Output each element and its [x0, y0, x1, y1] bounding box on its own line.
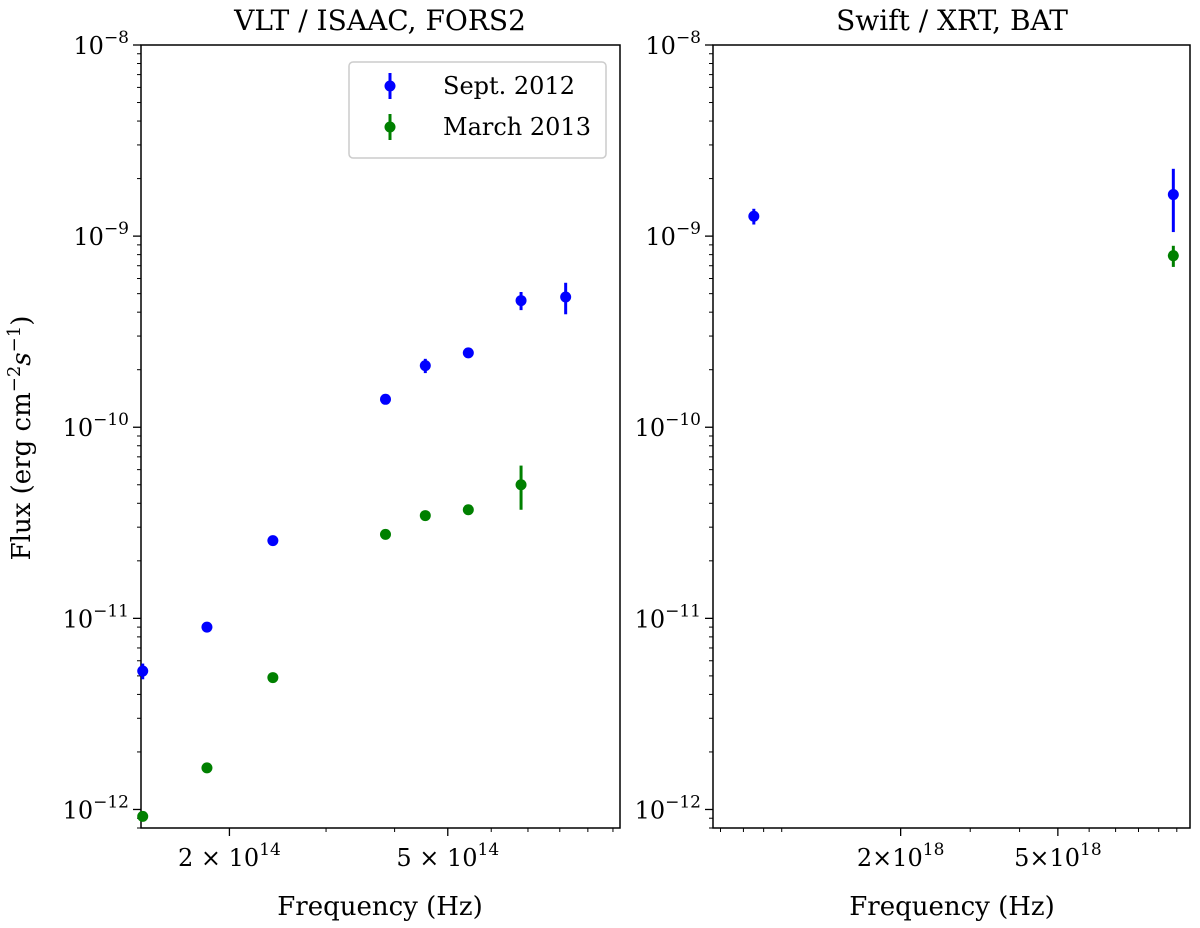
legend-entry-march-2013: March 2013: [384, 113, 591, 141]
data-point: [462, 504, 474, 516]
x-tick-label: 2×1018: [857, 840, 945, 872]
data-point: [560, 291, 572, 303]
data-points-swift: [748, 168, 1179, 267]
x-tick-mantissa: 2×10: [857, 844, 923, 872]
y-tick-base: 10: [63, 605, 94, 633]
data-point: [515, 479, 527, 491]
y-tick-label: 10−9: [73, 219, 129, 251]
y-tick-label: 10−11: [635, 601, 701, 633]
data-point: [1167, 189, 1179, 201]
chart-title-swift: Swift / XRT, BAT: [836, 4, 1068, 37]
y-tick-exponent: −9: [104, 219, 129, 239]
data-point: [137, 810, 149, 822]
panel-vlt: VLT / ISAAC, FORS2 10−810−910−1010−1110−…: [4, 4, 621, 922]
x-tick-mantissa: 5×10: [1014, 844, 1080, 872]
y-label-part-3: ): [7, 316, 37, 326]
y-tick-base: 10: [645, 223, 676, 251]
y-axis-label: Flux (erg cm−2s−1): [4, 316, 37, 561]
legend-box: [348, 61, 607, 159]
x-axis-ticks-swift: 2×1018 5×1018: [720, 828, 1178, 872]
y-tick-label: 10−8: [73, 28, 129, 60]
legend-marker: [384, 80, 396, 92]
y-tick-base: 10: [635, 414, 666, 442]
y-tick-exponent: −11: [665, 601, 701, 621]
series-march-2013: [137, 465, 527, 822]
y-tick-exponent: −8: [676, 28, 701, 48]
data-point: [419, 510, 431, 522]
y-tick-exponent: −8: [104, 28, 129, 48]
data-point: [515, 295, 527, 307]
data-point: [201, 762, 213, 774]
y-tick-base: 10: [645, 32, 676, 60]
y-tick-label: 10−11: [63, 601, 129, 633]
data-point: [419, 360, 431, 372]
series-march-2013: [1167, 245, 1179, 267]
y-label-part-2: s: [7, 352, 37, 365]
y-tick-base: 10: [73, 223, 104, 251]
y-tick-base: 10: [63, 414, 94, 442]
legend-label: March 2013: [443, 113, 591, 141]
legend-entry-sept-2012: Sept. 2012: [384, 72, 575, 100]
x-tick-label: 5×1018: [1014, 840, 1102, 872]
data-point: [137, 665, 149, 677]
x-tick-mantissa: 5 × 10: [396, 844, 477, 872]
y-tick-exponent: −9: [676, 219, 701, 239]
data-points-vlt: [137, 282, 572, 822]
series-sept-2012: [748, 168, 1179, 233]
data-point: [267, 535, 279, 547]
y-label-part-1: Flux (erg cm: [7, 392, 37, 560]
x-tick-label: 2 × 1014: [178, 840, 281, 872]
y-tick-base: 10: [635, 605, 666, 633]
series-sept-2012: [137, 282, 572, 680]
x-axis-label-swift: Frequency (Hz): [849, 892, 1055, 922]
y-tick-label: 10−12: [635, 792, 701, 824]
legend-marker: [384, 121, 396, 133]
data-point: [201, 621, 213, 633]
x-tick-exponent: 14: [259, 840, 281, 860]
y-tick-base: 10: [635, 796, 666, 824]
data-point: [379, 528, 391, 540]
chart-title-vlt: VLT / ISAAC, FORS2: [233, 4, 526, 37]
data-point: [267, 672, 279, 684]
axes-frame-vlt: [140, 44, 621, 829]
y-tick-exponent: −11: [93, 601, 129, 621]
y-tick-base: 10: [73, 32, 104, 60]
y-label-sup-2: −1: [4, 326, 25, 353]
x-tick-exponent: 18: [923, 840, 945, 860]
y-tick-base: 10: [63, 796, 94, 824]
y-tick-exponent: −10: [665, 410, 701, 430]
data-point: [462, 347, 474, 359]
x-tick-exponent: 14: [478, 840, 500, 860]
y-tick-exponent: −10: [93, 410, 129, 430]
legend: Sept. 2012 March 2013: [348, 61, 607, 159]
x-axis-ticks-vlt: 2 × 1014 5 × 1014: [178, 828, 614, 872]
x-tick-label: 5 × 1014: [396, 840, 499, 872]
x-tick-mantissa: 2 × 10: [178, 844, 259, 872]
data-point: [748, 210, 760, 222]
y-label-sup-1: −2: [4, 366, 25, 393]
x-axis-label-vlt: Frequency (Hz): [277, 892, 483, 922]
axes-frame-swift: [712, 44, 1191, 829]
y-tick-exponent: −12: [665, 792, 701, 812]
y-tick-label: 10−8: [645, 28, 701, 60]
x-tick-exponent: 18: [1080, 840, 1102, 860]
data-point: [379, 393, 391, 405]
y-tick-label: 10−10: [635, 410, 701, 442]
y-tick-label: 10−12: [63, 792, 129, 824]
legend-label: Sept. 2012: [443, 72, 575, 100]
y-tick-label: 10−9: [645, 219, 701, 251]
y-tick-exponent: −12: [93, 792, 129, 812]
y-tick-label: 10−10: [63, 410, 129, 442]
data-point: [1167, 250, 1179, 262]
panel-swift: Swift / XRT, BAT 10−810−910−1010−1110−12…: [635, 4, 1191, 922]
